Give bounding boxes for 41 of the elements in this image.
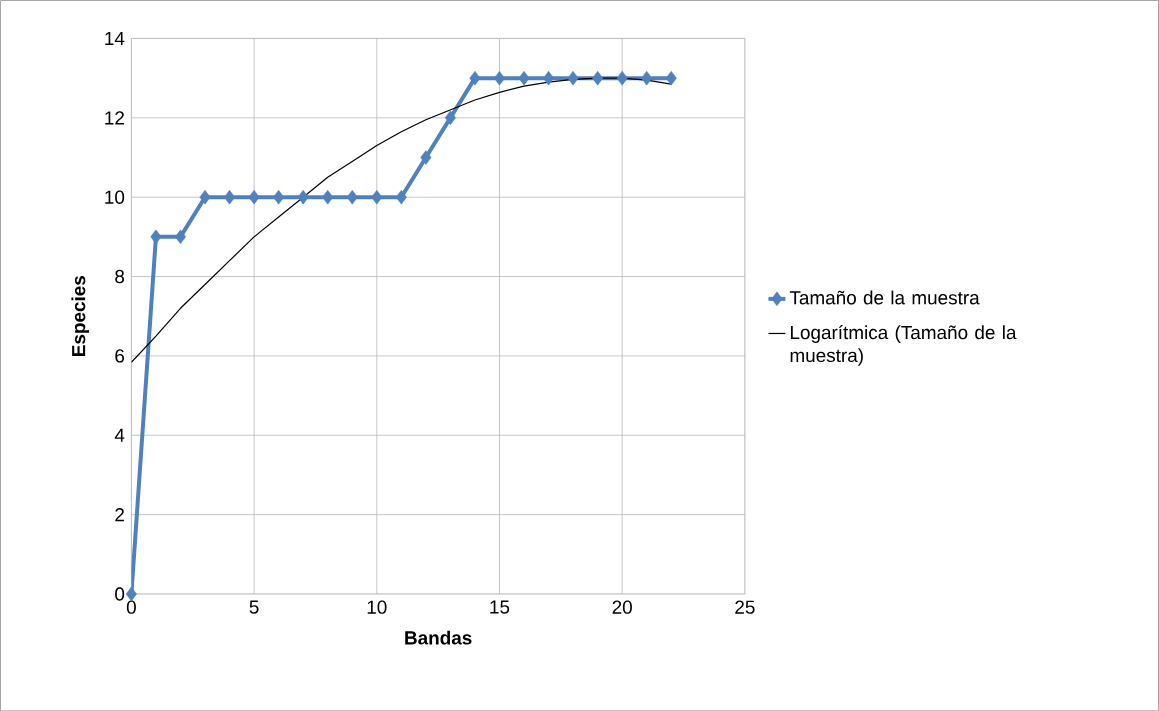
x-tick-label: 0 [126, 600, 136, 614]
point [567, 70, 579, 86]
point [592, 70, 604, 86]
point [420, 150, 432, 165]
point [273, 189, 285, 205]
point [469, 70, 481, 86]
y-axis-title: Especies [71, 275, 90, 356]
x-tick-label: 20 [612, 600, 632, 614]
x-tick-label: 5 [249, 600, 259, 614]
point [518, 70, 530, 86]
point [444, 110, 456, 125]
y-tick-label: 8 [115, 269, 125, 284]
point [322, 189, 334, 205]
point [346, 189, 358, 205]
y-tick-label: 10 [105, 190, 125, 204]
y-tick-label: 12 [105, 111, 124, 125]
point [248, 189, 260, 205]
point [174, 229, 186, 244]
point [224, 189, 236, 205]
point [199, 189, 211, 205]
y-tick-label: 2 [115, 507, 124, 522]
point [150, 229, 162, 244]
y-tick-label: 14 [105, 31, 125, 45]
x-axis-title: Bandas [405, 630, 472, 645]
point [543, 70, 555, 86]
point [493, 70, 505, 86]
point [395, 189, 407, 205]
x-tick-label: 15 [490, 600, 510, 614]
point [616, 70, 628, 86]
point [297, 189, 309, 205]
x-tick-label: 25 [735, 600, 755, 614]
x-tick-label: 10 [367, 600, 387, 614]
legend-label: Tamaño de la muestra [789, 290, 980, 305]
legend-label: Logarítmica (Tamaño de la muestra) [790, 324, 1017, 366]
point [371, 189, 383, 205]
y-tick-label: 6 [115, 349, 125, 363]
point [641, 70, 653, 86]
point [665, 70, 677, 86]
point [125, 586, 137, 602]
y-tick-label: 0 [115, 587, 125, 601]
y-tick-label: 4 [114, 428, 125, 442]
